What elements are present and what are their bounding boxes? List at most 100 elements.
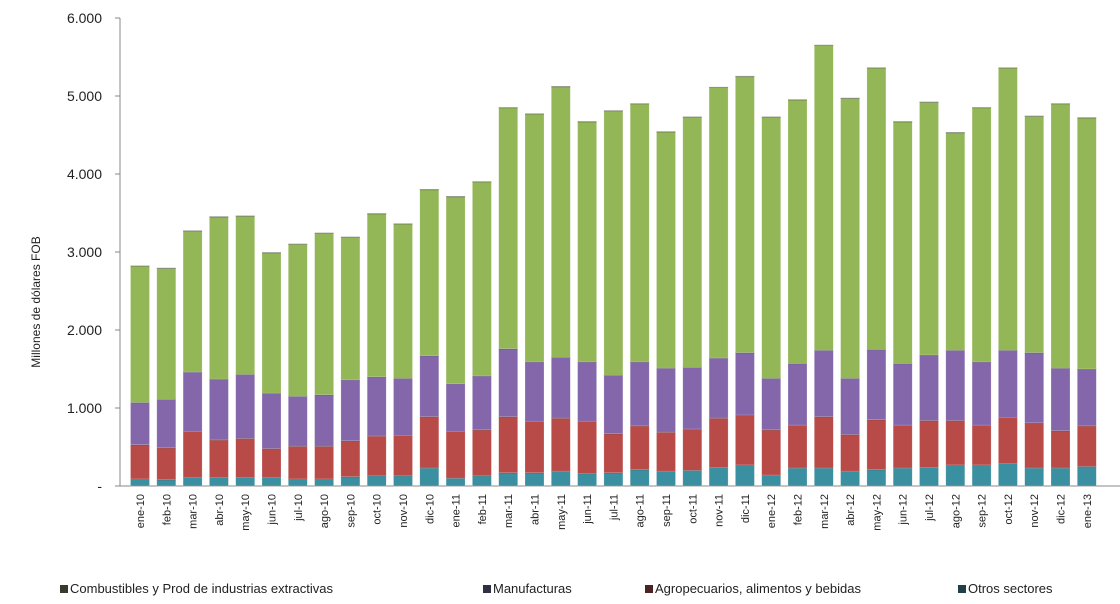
bar-segment-otros-sectores	[629, 469, 650, 487]
bar-segment-combustibles-y-prod-de-industrias-extractivas	[998, 67, 1018, 351]
x-tick-label: nov-11	[714, 494, 726, 527]
bar-segment-combustibles-y-prod-de-industrias-extractivas	[971, 107, 992, 363]
bar-segment-otros-sectores	[393, 475, 413, 487]
bar-segment-otros-sectores	[445, 477, 466, 487]
bar-segment-combustibles-y-prod-de-industrias-extractivas	[603, 110, 624, 376]
bar-segment-agropecuarios-alimentos-y-bebidas	[971, 424, 992, 466]
bar-segment-otros-sectores	[182, 477, 203, 487]
bar-segment-combustibles-y-prod-de-industrias-extractivas	[866, 67, 887, 350]
x-tick-label: may-12	[871, 494, 883, 531]
bar-segment-otros-sectores	[287, 478, 308, 487]
bar-segment-otros-sectores	[577, 473, 597, 487]
bar-segment-combustibles-y-prod-de-industrias-extractivas	[524, 113, 545, 363]
bar-segment-agropecuarios-alimentos-y-bebidas	[708, 417, 729, 468]
legend-label: Agropecuarios, alimentos y bebidas	[655, 581, 861, 596]
bar-segment-otros-sectores	[708, 466, 729, 487]
legend-swatch	[958, 584, 966, 593]
bar-segment-combustibles-y-prod-de-industrias-extractivas	[550, 86, 571, 358]
bar-segment-manufacturas	[1050, 367, 1071, 431]
x-tick-label: jul-12	[924, 494, 936, 522]
bar-segment-combustibles-y-prod-de-industrias-extractivas	[629, 103, 650, 363]
bar-segment-combustibles-y-prod-de-industrias-extractivas	[1024, 115, 1044, 353]
bar-segment-manufacturas	[682, 367, 703, 430]
legend-item-otros: Otros sectores	[958, 581, 1053, 596]
y-tick-label: 4.000	[67, 166, 102, 182]
bar-segment-manufacturas	[156, 399, 177, 449]
bar-segment-otros-sectores	[235, 477, 255, 487]
bar-segment-agropecuarios-alimentos-y-bebidas	[629, 425, 650, 470]
bar-segment-agropecuarios-alimentos-y-bebidas	[393, 434, 413, 477]
bar-segment-otros-sectores	[130, 478, 150, 487]
bar-segment-manufacturas	[787, 363, 808, 426]
y-tick-labels: - 1.000 2.000 3.000 4.000 5.000 6.000	[67, 10, 102, 494]
bar-segment-otros-sectores	[866, 469, 887, 487]
bar-segment-combustibles-y-prod-de-industrias-extractivas	[209, 216, 229, 380]
y-tick-label: 6.000	[67, 10, 102, 26]
legend-swatch	[645, 584, 653, 593]
bar-segment-manufacturas	[919, 354, 939, 421]
bar-segment-combustibles-y-prod-de-industrias-extractivas	[235, 215, 255, 375]
x-tick-label: sep-11	[661, 494, 673, 527]
bar-segment-otros-sectores	[1024, 467, 1044, 487]
bar-segment-agropecuarios-alimentos-y-bebidas	[366, 435, 387, 477]
bar-segment-otros-sectores	[314, 478, 334, 487]
bar-segment-manufacturas	[629, 361, 650, 427]
x-tick-label: sep-10	[345, 494, 357, 528]
bar-segment-combustibles-y-prod-de-industrias-extractivas	[577, 121, 597, 363]
bar-segment-otros-sectores	[261, 477, 282, 487]
x-tick-label: oct-10	[372, 494, 384, 525]
bar-segment-manufacturas	[761, 378, 782, 431]
x-tick-label: dic-11	[740, 494, 752, 523]
bar-segment-agropecuarios-alimentos-y-bebidas	[735, 414, 755, 466]
bar-segment-manufacturas	[366, 376, 387, 437]
bar-segment-manufacturas	[498, 348, 519, 417]
bar-segment-agropecuarios-alimentos-y-bebidas	[866, 419, 887, 470]
x-tick-label: nov-12	[1029, 494, 1041, 528]
bar-segment-agropecuarios-alimentos-y-bebidas	[1050, 430, 1071, 469]
bar-segment-combustibles-y-prod-de-industrias-extractivas	[892, 121, 913, 364]
x-tick-label: ene-11	[451, 494, 463, 527]
x-tick-label: abr-11	[530, 494, 542, 525]
x-tick-label: ago-12	[950, 494, 962, 528]
bar-segment-manufacturas	[892, 363, 913, 426]
bar-segment-agropecuarios-alimentos-y-bebidas	[577, 420, 597, 474]
bar-segment-agropecuarios-alimentos-y-bebidas	[761, 429, 782, 476]
bar-segment-combustibles-y-prod-de-industrias-extractivas	[340, 236, 361, 381]
bar-segment-agropecuarios-alimentos-y-bebidas	[656, 431, 676, 472]
x-tick-label: jul-11	[608, 494, 620, 521]
bar-segment-agropecuarios-alimentos-y-bebidas	[209, 439, 229, 478]
bar-segment-manufacturas	[130, 402, 150, 445]
bar-segment-agropecuarios-alimentos-y-bebidas	[498, 416, 519, 474]
bar-segment-manufacturas	[472, 375, 492, 431]
bar-segment-agropecuarios-alimentos-y-bebidas	[472, 429, 492, 477]
bar-segment-agropecuarios-alimentos-y-bebidas	[998, 417, 1018, 464]
bar-segment-otros-sectores	[971, 464, 992, 487]
y-tick-label: 1.000	[67, 400, 102, 416]
y-axis-label: Millones de dólares FOB	[29, 236, 43, 367]
bar-segment-manufacturas	[1077, 368, 1097, 427]
y-tick-label: -	[97, 478, 102, 494]
bar-segment-combustibles-y-prod-de-industrias-extractivas	[366, 213, 387, 378]
bar-segment-otros-sectores	[735, 464, 755, 487]
bar-segment-otros-sectores	[761, 474, 782, 487]
bar-segment-manufacturas	[708, 357, 729, 419]
x-tick-label: sep-12	[977, 494, 989, 528]
x-tick-label: jul-10	[293, 494, 305, 522]
bar-segment-agropecuarios-alimentos-y-bebidas	[524, 420, 545, 474]
bar-segment-combustibles-y-prod-de-industrias-extractivas	[419, 189, 440, 357]
x-tick-label: jun-10	[267, 494, 279, 526]
bar-segment-manufacturas	[813, 349, 834, 417]
legend-label: Manufacturas	[493, 581, 572, 596]
x-tick-label: dic-12	[1056, 494, 1068, 524]
legend-item-manufacturas: Manufacturas	[483, 581, 572, 596]
x-tick-label: mar-12	[819, 494, 831, 529]
bar-segment-agropecuarios-alimentos-y-bebidas	[445, 431, 466, 479]
bar-segment-combustibles-y-prod-de-industrias-extractivas	[130, 265, 150, 403]
bar-segment-otros-sectores	[998, 463, 1018, 487]
bars-group	[130, 44, 1097, 487]
bar-segment-combustibles-y-prod-de-industrias-extractivas	[708, 87, 729, 359]
y-tick-label: 5.000	[67, 88, 102, 104]
bar-segment-otros-sectores	[682, 470, 703, 487]
